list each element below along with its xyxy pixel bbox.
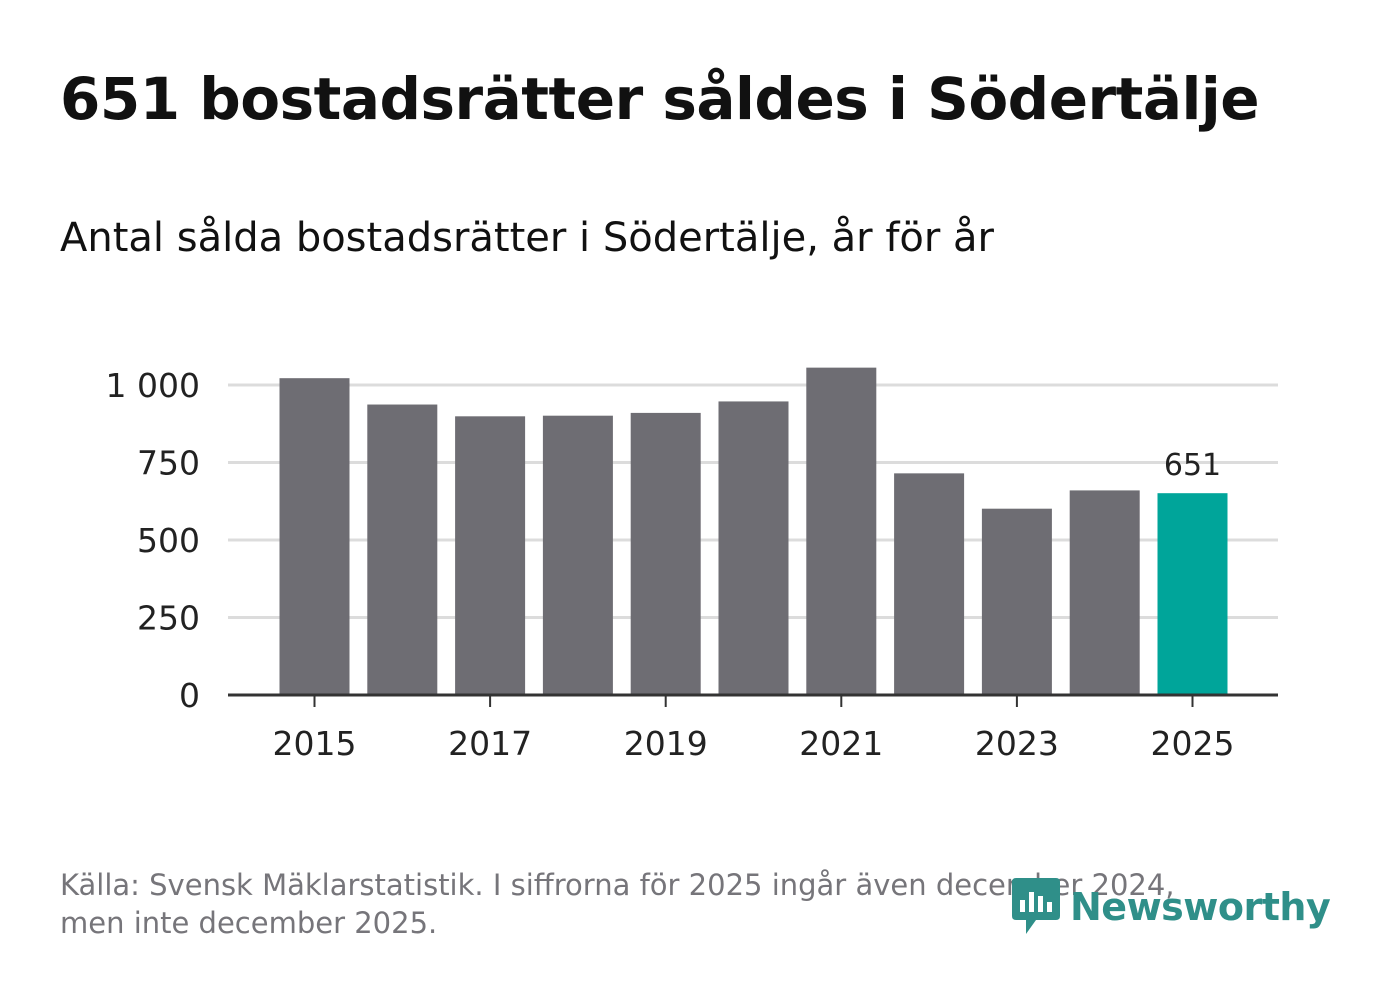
- bar-2025: [1157, 493, 1228, 695]
- x-tick-label-2025: 2025: [1151, 724, 1235, 763]
- bar-2018: [542, 415, 613, 695]
- newsworthy-logo-text: Newsworthy: [1070, 885, 1331, 929]
- bar-2016: [367, 404, 438, 695]
- bar-2023: [981, 508, 1052, 695]
- bar-2017: [455, 416, 526, 695]
- bar-2022: [894, 473, 965, 695]
- y-axis-ticks: 0 250 500 750 1 000: [106, 366, 200, 715]
- x-tick-label-2021: 2021: [799, 724, 883, 763]
- bar-2015: [279, 378, 350, 695]
- x-tick-label-2023: 2023: [975, 724, 1059, 763]
- source-note-line-1: Källa: Svensk Mäklarstatistik. I siffror…: [60, 868, 1175, 902]
- x-tick-label-2019: 2019: [624, 724, 708, 763]
- bars: [279, 367, 1228, 695]
- newsworthy-logo-icon: [1012, 878, 1060, 934]
- bar-2019: [630, 412, 701, 695]
- bar-2020: [718, 401, 789, 695]
- newsworthy-logo: Newsworthy: [1010, 876, 1331, 938]
- y-tick-label-500: 500: [137, 521, 200, 560]
- data-labels: 651: [1164, 448, 1221, 483]
- bar-2021: [806, 367, 877, 695]
- y-tick-label-1000: 1 000: [106, 366, 200, 405]
- chart-title: 651 bostadsrätter såldes i Södertälje: [60, 65, 1260, 133]
- chart-subtitle: Antal sålda bostadsrätter i Södertälje, …: [60, 215, 994, 261]
- bar-2024: [1069, 490, 1140, 695]
- source-note-line-2: men inte december 2025.: [60, 906, 438, 940]
- y-tick-label-0: 0: [179, 676, 200, 715]
- x-tick-label-2017: 2017: [448, 724, 532, 763]
- x-tick-label-2015: 2015: [273, 724, 357, 763]
- source-note: Källa: Svensk Mäklarstatistik. I siffror…: [60, 866, 1260, 942]
- y-tick-label-250: 250: [137, 599, 200, 638]
- data-label-2025: 651: [1164, 448, 1221, 483]
- x-axis-ticks: 2015 2017 2019 2021 2023 2025: [273, 695, 1235, 763]
- y-tick-label-750: 750: [137, 444, 200, 483]
